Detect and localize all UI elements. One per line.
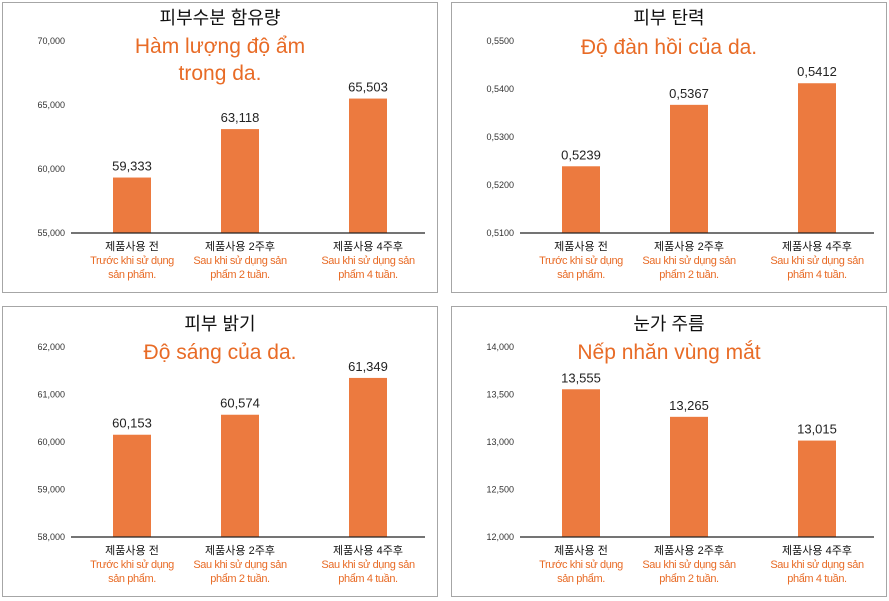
- x-tick-label-vi: Trước khi sử dụng: [90, 255, 174, 267]
- bar: [670, 104, 708, 233]
- x-tick-label: 제품사용 2주후: [205, 544, 275, 557]
- x-tick-label-vi: Sau khi sử dụng sản: [770, 255, 864, 267]
- x-tick-label: 제품사용 전: [105, 544, 159, 557]
- data-label: 61,349: [348, 359, 388, 374]
- x-tick-label: 제품사용 4주후: [782, 544, 852, 557]
- x-tick-label-vi: Trước khi sử dụng: [90, 559, 174, 571]
- y-tick-label: 70,000: [37, 36, 65, 46]
- chart-panel-skin-elasticity: 피부 탄력 Độ đàn hồi của da. 0,5100 0,5200 0,530…: [451, 2, 887, 293]
- y-tick-label: 0,5500: [486, 36, 514, 46]
- data-label: 13,015: [797, 422, 837, 437]
- x-tick-label-vi: sản phẩm.: [557, 573, 605, 585]
- x-tick-label-vi: Sau khi sử dụng sản: [193, 559, 287, 571]
- y-tick-label: 58,000: [37, 532, 65, 542]
- bar: [113, 177, 151, 233]
- bar: [798, 83, 836, 234]
- chart-panel-skin-brightness: 피부 밝기 Độ sáng của da. 58,000 59,000 60,000 61…: [2, 306, 438, 597]
- y-tick-label: 13,500: [486, 390, 514, 400]
- x-tick-label-vi: phẩm 4 tuần.: [787, 269, 847, 281]
- x-tick-label: 제품사용 2주후: [205, 240, 275, 253]
- x-tick-label-vi: Sau khi sử dụng sản: [642, 255, 736, 267]
- bar: [349, 377, 387, 537]
- data-label: 63,118: [221, 110, 260, 125]
- data-label: 65,503: [348, 80, 388, 95]
- chart-subtitle: Độ sáng của da.: [144, 341, 297, 364]
- y-tick-label: 13,000: [486, 437, 514, 447]
- chart-title: 피부 탄력: [633, 8, 704, 28]
- bar: [349, 98, 387, 233]
- x-tick-label-vi: sản phẩm.: [557, 269, 605, 281]
- x-tick-label-vi: phẩm 4 tuần.: [338, 573, 398, 585]
- x-tick-label-vi: Sau khi sử dụng sản: [193, 255, 287, 267]
- x-tick-label: 제품사용 4주후: [333, 240, 403, 253]
- bar: [798, 440, 836, 537]
- y-tick-label: 12,000: [486, 532, 514, 542]
- y-tick-label: 61,000: [37, 390, 65, 400]
- y-tick-label: 60,000: [37, 164, 65, 174]
- data-label: 0,5239: [561, 147, 601, 162]
- chart-svg: 피부 탄력 Độ đàn hồi của da. 0,5100 0,5200 0,530…: [486, 8, 874, 281]
- data-label: 60,574: [220, 396, 260, 411]
- x-tick-label: 제품사용 2주후: [654, 544, 724, 557]
- data-label: 13,555: [561, 370, 601, 385]
- x-tick-label: 제품사용 4주후: [782, 240, 852, 253]
- x-tick-label-vi: phẩm 2 tuần.: [210, 269, 270, 281]
- chart-svg: 피부수분 함유량 Hàm lượng độ ẩm trong da. 55,000 60…: [37, 8, 425, 281]
- x-tick-label-vi: sản phẩm.: [108, 269, 156, 281]
- chart-svg: 피부 밝기 Độ sáng của da. 58,000 59,000 60,000 61…: [37, 314, 425, 585]
- y-tick-label: 0,5300: [486, 132, 514, 142]
- bar: [221, 129, 259, 233]
- y-tick-label: 55,000: [37, 228, 65, 238]
- x-tick-label-vi: Sau khi sử dụng sản: [321, 559, 415, 571]
- y-tick-label: 0,5400: [486, 84, 514, 94]
- bar: [562, 166, 600, 233]
- data-label: 0,5367: [669, 86, 709, 101]
- x-tick-label-vi: phẩm 2 tuần.: [659, 269, 719, 281]
- x-tick-label-vi: phẩm 2 tuần.: [659, 573, 719, 585]
- bar: [670, 416, 708, 537]
- x-tick-label: 제품사용 전: [105, 240, 159, 253]
- x-tick-label-vi: sản phẩm.: [108, 573, 156, 585]
- y-tick-label: 65,000: [37, 100, 65, 110]
- x-tick-label: 제품사용 전: [554, 544, 608, 557]
- y-tick-label: 59,000: [37, 485, 65, 495]
- x-tick-label-vi: Trước khi sử dụng: [539, 559, 623, 571]
- y-tick-label: 0,5100: [486, 228, 514, 238]
- y-tick-label: 62,000: [37, 342, 65, 352]
- chart-subtitle: Hàm lượng độ ẩm: [135, 35, 305, 58]
- x-tick-label-vi: Sau khi sử dụng sản: [770, 559, 864, 571]
- bar: [221, 414, 259, 537]
- chart-title: 피부 밝기: [184, 314, 255, 334]
- chart-svg: 눈가 주름 Nếp nhăn vùng mắt 12,000 12,500 13,000…: [486, 314, 874, 585]
- data-label: 0,5412: [797, 64, 837, 79]
- chart-subtitle: Nếp nhăn vùng mắt: [577, 341, 760, 364]
- bar: [562, 389, 600, 537]
- x-tick-label-vi: Sau khi sử dụng sản: [321, 255, 415, 267]
- x-tick-label-vi: phẩm 4 tuần.: [787, 573, 847, 585]
- chart-title: 눈가 주름: [633, 314, 704, 334]
- y-tick-label: 60,000: [37, 437, 65, 447]
- y-tick-label: 14,000: [486, 342, 514, 352]
- chart-subtitle: trong da.: [179, 62, 262, 85]
- data-label: 60,153: [112, 416, 152, 431]
- chart-panel-eye-wrinkles: 눈가 주름 Nếp nhăn vùng mắt 12,000 12,500 13,000…: [451, 306, 887, 597]
- data-label: 13,265: [669, 398, 709, 413]
- bar: [113, 434, 151, 537]
- data-label: 59,333: [112, 159, 152, 174]
- x-tick-label-vi: Sau khi sử dụng sản: [642, 559, 736, 571]
- x-tick-label: 제품사용 전: [554, 240, 608, 253]
- chart-panel-skin-moisture: 피부수분 함유량 Hàm lượng độ ẩm trong da. 55,000 60…: [2, 2, 438, 293]
- chart-title: 피부수분 함유량: [160, 8, 281, 28]
- x-tick-label: 제품사용 2주후: [654, 240, 724, 253]
- x-tick-label-vi: Trước khi sử dụng: [539, 255, 623, 267]
- y-tick-label: 0,5200: [486, 180, 514, 190]
- x-tick-label-vi: phẩm 4 tuần.: [338, 269, 398, 281]
- x-tick-label-vi: phẩm 2 tuần.: [210, 573, 270, 585]
- y-tick-label: 12,500: [486, 485, 514, 495]
- chart-subtitle: Độ đàn hồi của da.: [581, 36, 757, 59]
- x-tick-label: 제품사용 4주후: [333, 544, 403, 557]
